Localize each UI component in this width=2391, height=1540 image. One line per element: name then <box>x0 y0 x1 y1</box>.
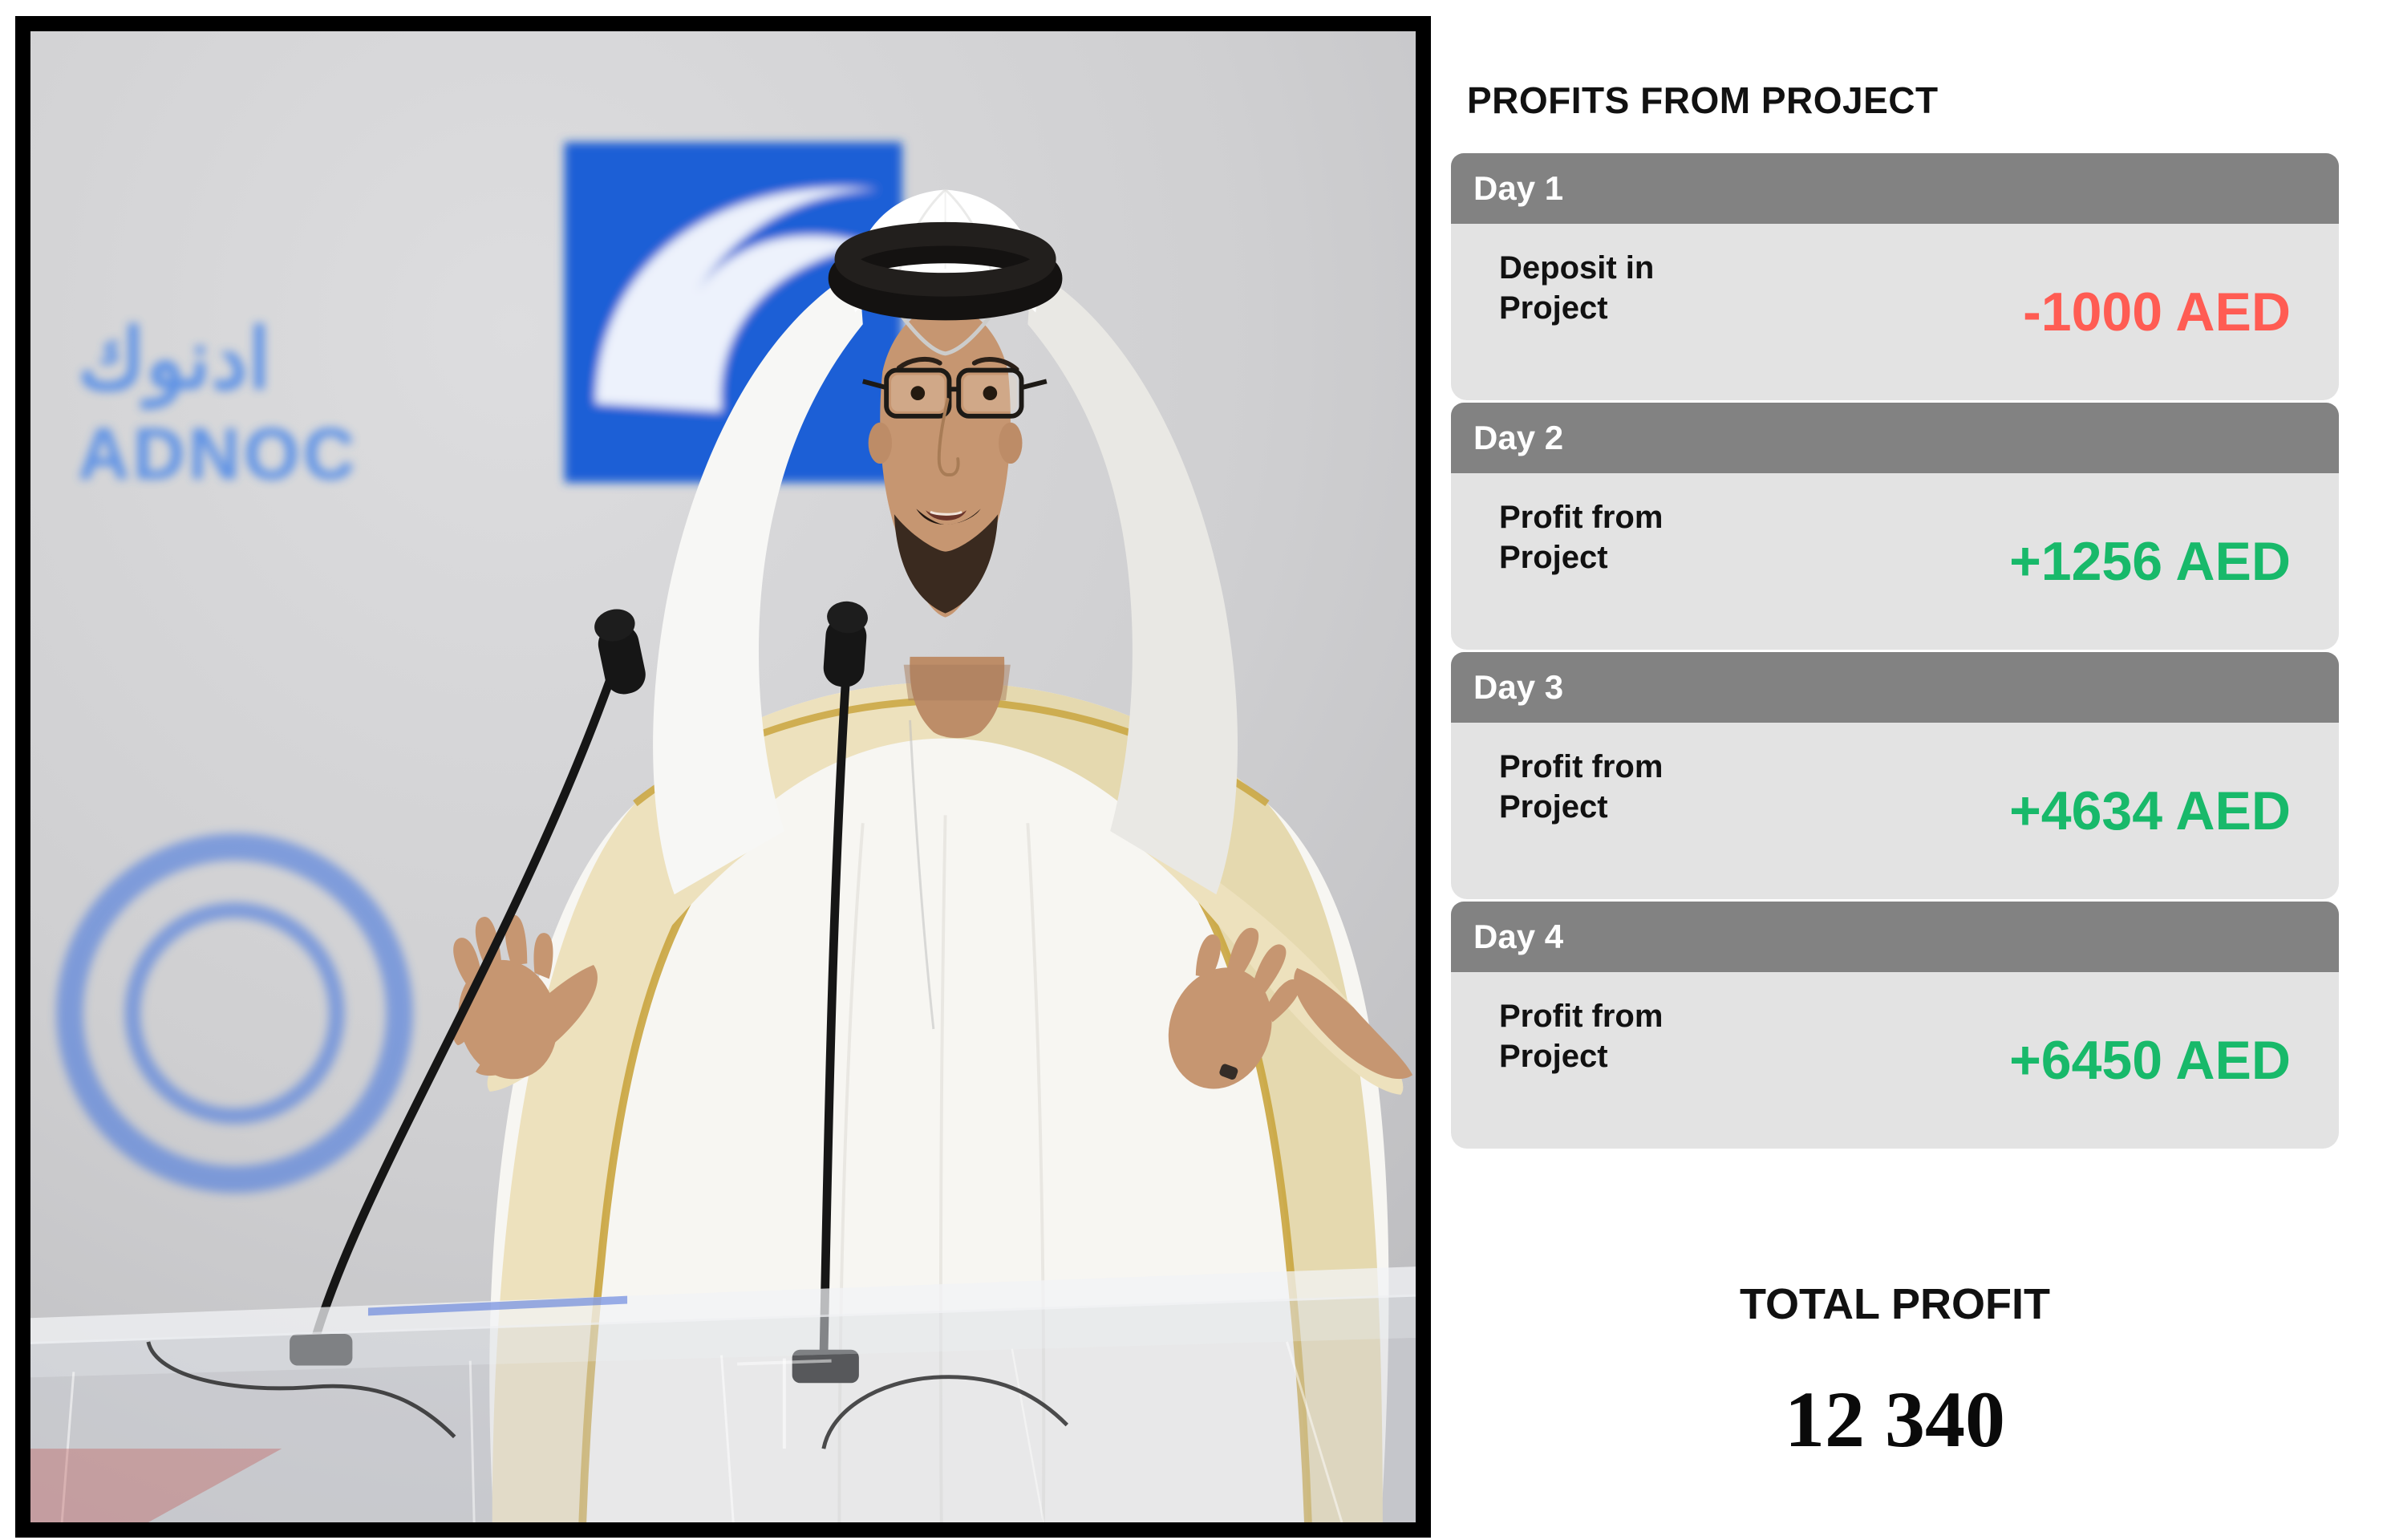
svg-text:ADNOC: ADNOC <box>78 413 359 494</box>
svg-text:ادنوك: ادنوك <box>78 313 271 410</box>
